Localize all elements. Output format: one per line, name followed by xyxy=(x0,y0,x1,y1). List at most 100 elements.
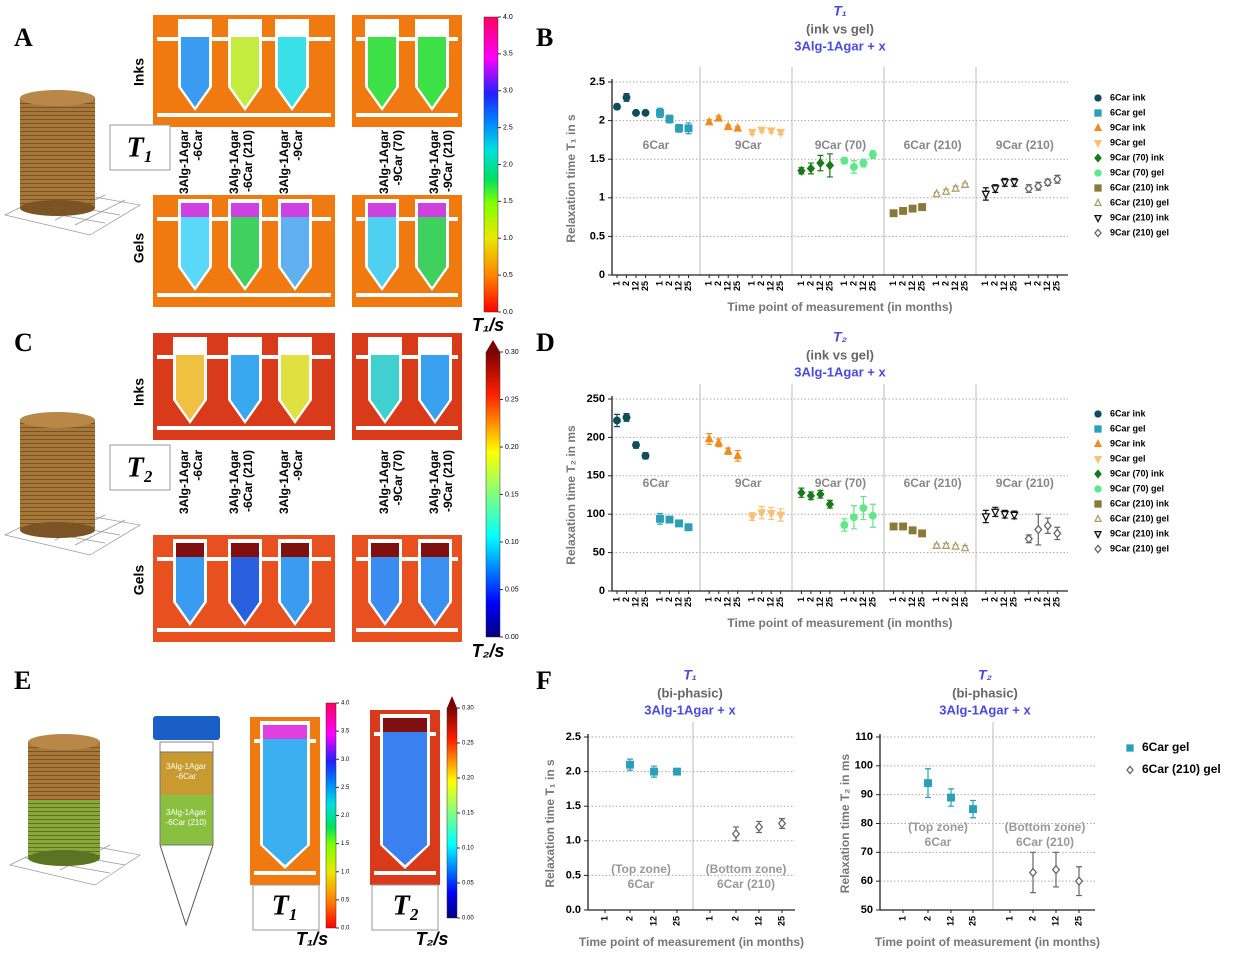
marker xyxy=(757,509,767,519)
colorbar-tick-label: 0.30 xyxy=(462,706,474,712)
tube-content xyxy=(176,341,204,420)
box-label: T₂ xyxy=(393,890,420,921)
tube-top xyxy=(181,23,209,37)
x-tick-label: 1 xyxy=(897,916,907,921)
colorbar-tick-label: 0.15 xyxy=(462,811,474,817)
sample-label: -9Car (70) xyxy=(391,130,405,185)
x-tick-label: 12 xyxy=(648,916,658,926)
tube-top xyxy=(281,203,309,217)
chart-subtitle: (bi-phasic) xyxy=(657,685,723,700)
marker xyxy=(622,413,631,422)
chart-subtitle: 3Alg-1Agar + x xyxy=(794,38,886,53)
y-axis-label: Relaxation time T₁ in s xyxy=(564,114,578,243)
x-tick-label: 1 xyxy=(888,597,898,602)
x-tick-label: 12 xyxy=(723,597,733,607)
group-label: 6Car xyxy=(628,877,655,891)
marker xyxy=(754,821,764,832)
sample-label: 3Alg-1Agar xyxy=(277,450,291,514)
marker xyxy=(1094,169,1102,177)
x-tick-label: 25 xyxy=(1052,597,1062,607)
tube-top xyxy=(371,341,399,355)
y-tick-label: 0 xyxy=(599,585,605,597)
sample-label: -6Car (210) xyxy=(241,130,255,192)
x-tick-label: 25 xyxy=(640,597,650,607)
chart-subtitle: 3Alg-1Agar + x xyxy=(644,702,736,717)
x-axis-label: Time point of measurement (in months) xyxy=(727,616,952,630)
tube-content xyxy=(368,203,396,287)
marker xyxy=(1094,485,1102,493)
colorbar-tick-label: 0.0 xyxy=(503,309,513,316)
x-tick-label: 12 xyxy=(945,916,955,926)
marker xyxy=(1053,174,1062,185)
marker xyxy=(733,122,743,132)
group-label: 9Car xyxy=(735,476,762,490)
tube-content xyxy=(263,725,307,865)
colorbar-tick-label: 0.05 xyxy=(462,881,474,887)
tube-content xyxy=(281,203,309,287)
x-tick-label: 12 xyxy=(815,281,825,291)
x-tick-label: 1 xyxy=(980,597,990,602)
colorbar-tick-label: 2.5 xyxy=(503,124,513,131)
colorbar-tick-label: 3.0 xyxy=(341,757,350,763)
cylinder-body xyxy=(20,420,95,530)
x-tick-label: 2 xyxy=(940,281,950,286)
marker xyxy=(1043,520,1052,531)
x-tick-label: 2 xyxy=(621,597,631,602)
x-tick-label: 12 xyxy=(907,597,917,607)
marker xyxy=(1093,197,1103,207)
legend-label: 9Car (210) gel xyxy=(1110,227,1169,237)
marker xyxy=(981,513,991,522)
chart-title: T₁ xyxy=(683,667,697,683)
x-tick-label: 25 xyxy=(916,281,926,291)
box-label: 3Alg-1Agar xyxy=(166,762,206,771)
x-tick-label: 1 xyxy=(1023,281,1033,286)
tube-content xyxy=(371,341,399,420)
x-tick-label: 1 xyxy=(839,597,849,602)
x-tick-label: 2 xyxy=(940,597,950,602)
marker xyxy=(776,128,786,138)
x-tick-label: 12 xyxy=(858,281,868,291)
group-label: (Top zone) xyxy=(908,820,968,834)
marker xyxy=(941,540,951,549)
legend-label: 9Car (70) gel xyxy=(1110,167,1164,177)
x-axis-label: Time point of measurement (in months) xyxy=(727,300,952,314)
tube-top xyxy=(231,341,259,355)
marker xyxy=(918,529,927,538)
tube-top xyxy=(281,341,309,355)
legend-label: 9Car (210) ink xyxy=(1110,212,1170,222)
colorbar-tick-label: 2.0 xyxy=(341,813,350,819)
marker xyxy=(777,818,787,829)
x-tick-label: 12 xyxy=(1042,597,1052,607)
marker xyxy=(1094,228,1102,238)
x-tick-label: 2 xyxy=(756,281,766,286)
marker xyxy=(1024,533,1033,544)
colorbar-tick-label: 0.15 xyxy=(505,491,519,498)
colorbar xyxy=(485,351,501,638)
x-tick-label: 25 xyxy=(683,597,693,607)
x-tick-label: 25 xyxy=(916,597,926,607)
marker xyxy=(665,515,674,524)
tube-top xyxy=(263,725,307,739)
marker xyxy=(868,150,877,159)
marker xyxy=(941,186,951,195)
x-tick-label: 12 xyxy=(815,597,825,607)
x-tick-label: 2 xyxy=(1033,281,1043,286)
x-tick-label: 2 xyxy=(664,281,674,286)
sample-label: 3Alg-1Agar xyxy=(427,130,441,194)
x-tick-label: 2 xyxy=(897,597,907,602)
marker xyxy=(641,108,650,117)
x-tick-label: 2 xyxy=(1033,597,1043,602)
x-tick-label: 1 xyxy=(654,281,664,286)
y-tick-label: 90 xyxy=(861,789,873,801)
marker xyxy=(947,793,955,802)
x-tick-label: 12 xyxy=(858,597,868,607)
tube-content xyxy=(176,543,204,622)
y-tick-label: 1.0 xyxy=(566,835,581,847)
marker xyxy=(840,156,849,165)
tube-cap xyxy=(153,716,220,740)
marker xyxy=(960,179,970,188)
sample-label: 3Alg-1Agar xyxy=(177,130,191,194)
tube-content xyxy=(383,718,427,865)
marker xyxy=(650,767,658,776)
